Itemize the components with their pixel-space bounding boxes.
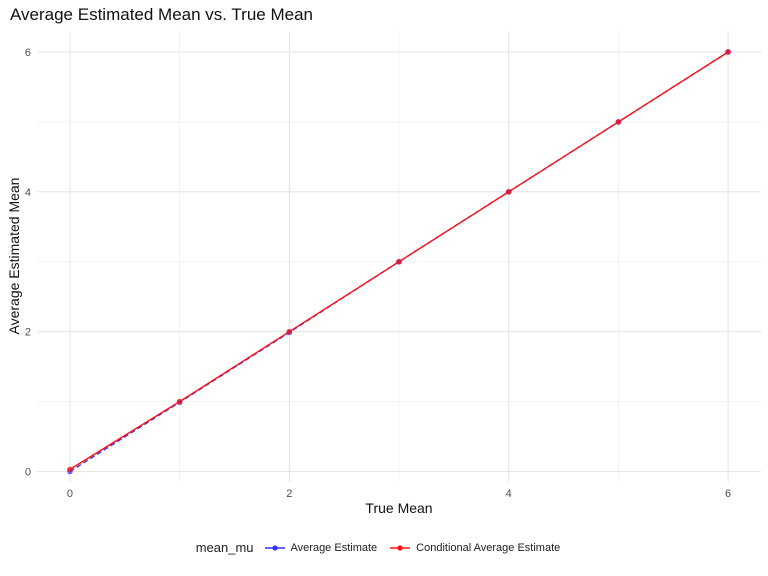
legend-label-average-estimate: Average Estimate — [290, 541, 378, 554]
legend-item-conditional-average-estimate: Conditional Average Estimate — [389, 542, 560, 554]
chart-title: Average Estimated Mean vs. True Mean — [10, 5, 314, 24]
y-tick-label: 2 — [25, 327, 31, 339]
legend-label-conditional-average-estimate: Conditional Average Estimate — [416, 541, 561, 554]
legend-key-conditional-average-estimate — [390, 544, 411, 551]
y-tick-label: 4 — [25, 187, 31, 199]
chart-plot-area: 0 2 4 6 0 2 4 6 — [25, 31, 761, 500]
legend-title: mean_mu — [195, 540, 254, 555]
x-axis-label: True Mean — [365, 500, 433, 516]
series-1-point — [396, 258, 402, 265]
legend: mean_mu Average Estimate Conditional Ave… — [0, 540, 768, 555]
legend-item-average-estimate: Average Estimate — [264, 541, 378, 554]
series-1-point — [176, 398, 183, 405]
y-tick-label: 6 — [25, 47, 31, 59]
x-tick-label: 4 — [506, 488, 512, 500]
y-tick-label: 0 — [25, 467, 31, 479]
legend-key-average-estimate — [264, 544, 285, 551]
x-tick-label: 0 — [67, 488, 73, 500]
x-tick-label: 2 — [286, 488, 292, 500]
series-1-point — [286, 328, 293, 335]
series-1-point — [505, 189, 512, 195]
series-1-point — [615, 119, 622, 125]
series-1-point — [67, 466, 73, 473]
series-1-point — [725, 49, 731, 55]
x-tick-label: 6 — [725, 488, 731, 500]
